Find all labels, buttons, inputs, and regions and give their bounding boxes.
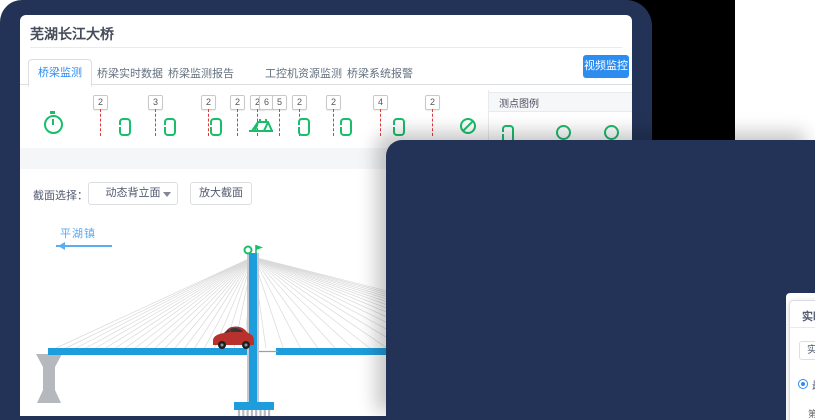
sensor-drop-line bbox=[380, 109, 381, 136]
sensor-count-badge: 2 bbox=[326, 95, 341, 110]
sensor-drop-line bbox=[279, 109, 280, 136]
chain-link-icon[interactable] bbox=[393, 118, 405, 136]
sensor-drop-line bbox=[208, 109, 209, 136]
sensor-ring-icon[interactable] bbox=[556, 125, 571, 140]
tab-realtime-data[interactable]: 桥梁实时数据 bbox=[97, 68, 163, 80]
title-divider bbox=[30, 47, 622, 48]
sensor-count-badge: 3 bbox=[148, 95, 163, 110]
sensor-ring-icon[interactable] bbox=[604, 125, 619, 140]
range-radio-label: 最近两个月 bbox=[812, 377, 815, 392]
car bbox=[213, 326, 254, 349]
y-axis-title: 第七跨跨中振动 bbox=[808, 409, 815, 419]
chain-link-icon[interactable] bbox=[119, 118, 131, 136]
tab-monitor-report[interactable]: 桥梁监测报告 bbox=[168, 68, 234, 80]
sensor-count-badge: 2 bbox=[292, 95, 307, 110]
chain-link-icon[interactable] bbox=[164, 118, 176, 136]
ban-icon[interactable] bbox=[460, 118, 476, 134]
left-arrow-icon bbox=[56, 242, 112, 250]
chain-link-icon[interactable] bbox=[298, 118, 310, 136]
sensor-count-badge: 2 bbox=[425, 95, 440, 110]
modal-header-divider bbox=[790, 327, 815, 328]
chevron-down-icon bbox=[163, 192, 171, 201]
front-window-frame: 例 温度 ( 9 ) 对比分析 对比分析 测点列表 实时曲线 × 实时曲线图 监… bbox=[386, 140, 815, 420]
sensor-count-badge: 5 bbox=[272, 95, 287, 110]
range-radio[interactable] bbox=[798, 379, 808, 389]
place-label: 平湖镇 bbox=[60, 228, 96, 240]
video-monitor-button[interactable]: 视频监控 bbox=[583, 55, 629, 78]
bridge-deck bbox=[48, 348, 632, 355]
chain-link-icon[interactable] bbox=[340, 118, 352, 136]
tower-sensor-icon[interactable] bbox=[243, 245, 264, 255]
sensor-drop-line bbox=[237, 109, 238, 136]
legend-panel-header: 测点图例 bbox=[489, 92, 632, 112]
tower-foundation-cap bbox=[234, 402, 274, 410]
tabs-underline bbox=[20, 84, 632, 85]
panel-divider bbox=[488, 90, 489, 140]
pile-group bbox=[237, 410, 271, 416]
zoom-section-button[interactable]: 放大截面 bbox=[190, 182, 252, 205]
page-title: 芜湖长江大桥 bbox=[30, 26, 114, 42]
section-select-label: 截面选择： bbox=[33, 190, 88, 202]
modal-title: 实时曲线 bbox=[802, 311, 815, 323]
sensor-count-badge: 2 bbox=[201, 95, 216, 110]
gantry-icon[interactable] bbox=[248, 117, 274, 135]
tab-realtime-curve[interactable]: 实时曲线图 bbox=[799, 341, 815, 360]
sensor-count-badge: 2 bbox=[93, 95, 108, 110]
bridge-elevation-drawing bbox=[36, 245, 632, 416]
sensor-drop-line bbox=[432, 109, 433, 136]
section-select-value: 动态背立面 bbox=[105, 187, 161, 199]
left-pier bbox=[36, 354, 62, 403]
tab-system-alarm[interactable]: 桥梁系统报警 bbox=[347, 68, 413, 80]
sensor-drop-line bbox=[333, 109, 334, 136]
tab-ipc-resource[interactable]: 工控机资源监测 bbox=[265, 68, 342, 80]
modal-tabs: 实时曲线图 监控回放 bbox=[799, 341, 815, 360]
section-select[interactable]: 动态背立面 bbox=[88, 182, 178, 205]
stopwatch-icon[interactable] bbox=[44, 111, 63, 134]
tab-bridge-monitor[interactable]: 桥梁监测 bbox=[28, 59, 92, 87]
modal-page-panel: 例 温度 ( 9 ) 对比分析 对比分析 测点列表 实时曲线 × 实时曲线图 监… bbox=[786, 293, 815, 420]
sensor-count-badge: 4 bbox=[373, 95, 388, 110]
sensor-drop-line bbox=[100, 109, 101, 136]
realtime-curve-modal: 实时曲线 × 实时曲线图 监控回放 最近两个月 - 查询 第七跨跨中振动 bbox=[789, 300, 815, 420]
chain-link-icon[interactable] bbox=[210, 118, 222, 136]
sensor-count-badge: 2 bbox=[230, 95, 245, 110]
sensor-drop-line bbox=[155, 109, 156, 136]
bridge-tower bbox=[249, 253, 257, 403]
